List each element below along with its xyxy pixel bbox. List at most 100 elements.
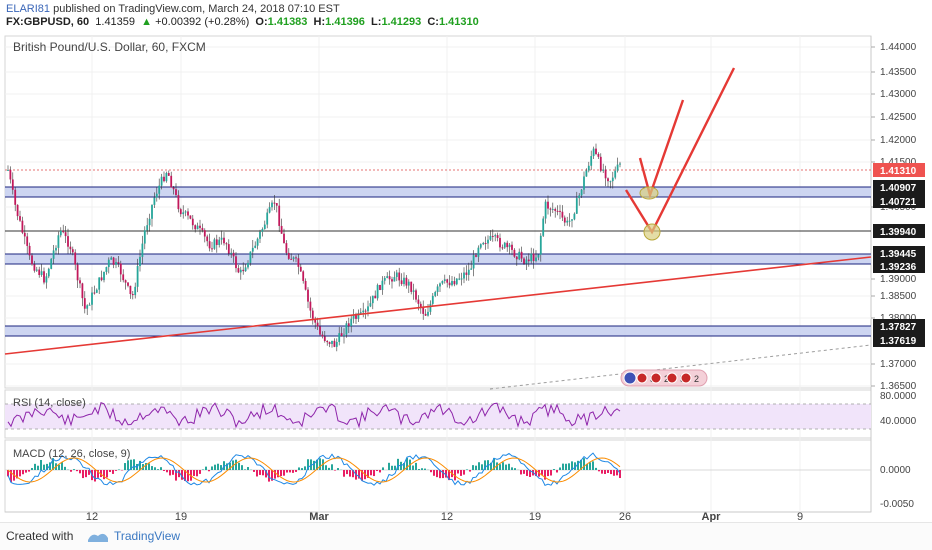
macd-histogram-bar	[493, 458, 495, 470]
candle-body	[189, 215, 192, 219]
macd-histogram-bar	[616, 470, 618, 476]
candle-body	[383, 277, 386, 281]
time-label: 9	[797, 511, 803, 522]
candle-body	[256, 238, 259, 246]
target-ellipse-1[interactable]	[639, 186, 659, 200]
candle-body	[131, 294, 134, 296]
candle-body	[619, 163, 621, 165]
candle-body	[571, 219, 573, 221]
macd-histogram-bar	[334, 470, 336, 471]
macd-scale: 0.0000 -0.0050	[880, 465, 914, 510]
candlestick-series[interactable]	[7, 143, 621, 352]
candle-body	[95, 289, 98, 293]
author-link[interactable]: ELARI81	[6, 3, 51, 15]
macd-histogram-bar	[280, 470, 282, 477]
trendline-rising[interactable]	[4, 256, 872, 355]
candle-body	[167, 173, 170, 176]
candle-body	[311, 310, 314, 319]
candle-body	[592, 148, 595, 157]
candle-body	[280, 225, 283, 234]
candle-body	[602, 169, 605, 171]
macd-histogram-bar	[430, 470, 432, 473]
macd-histogram-bar	[274, 470, 276, 479]
candle-body	[513, 249, 516, 257]
candle-body	[74, 252, 77, 265]
candle-body	[172, 187, 175, 190]
support-zone-1[interactable]	[5, 186, 871, 198]
candle-body	[556, 210, 559, 212]
candle-body	[434, 292, 437, 296]
macd-histogram-bar	[466, 469, 468, 470]
macd-histogram-bar	[193, 470, 195, 476]
candle-body	[549, 208, 552, 210]
macd-histogram-bar	[289, 470, 291, 473]
last-price-tag	[873, 163, 925, 177]
candle-body	[585, 170, 588, 177]
candle-body	[429, 303, 432, 312]
macd-histogram-bar	[415, 462, 417, 470]
macd-histogram-bar	[481, 464, 483, 470]
rsi-band	[5, 404, 871, 429]
macd-signal-line[interactable]	[7, 457, 621, 483]
candle-body	[33, 264, 36, 271]
economic-events[interactable]: 3252	[620, 369, 708, 387]
candle-body	[451, 281, 453, 286]
macd-histogram-bar	[439, 470, 441, 479]
candle-body	[247, 262, 249, 268]
candle-body	[419, 303, 422, 308]
rsi-line[interactable]	[7, 402, 621, 429]
candle-body	[393, 277, 396, 282]
candle-body	[410, 281, 413, 292]
macd-histogram-bar	[370, 470, 372, 476]
candle-body	[47, 268, 50, 277]
candle-body	[110, 257, 113, 260]
macd-histogram-bar	[100, 470, 102, 478]
macd-histogram-bar	[40, 459, 42, 470]
candle-body	[158, 185, 161, 194]
candle-body	[297, 258, 300, 267]
macd-histogram-bar	[160, 467, 162, 470]
macd-histogram-bar	[106, 470, 108, 478]
chart-area[interactable]: 3252 British Pound/U.S. Dollar, 60, FXCM…	[0, 30, 932, 522]
macd-histogram-bar	[577, 460, 579, 470]
candle-body	[191, 218, 194, 226]
macd-histogram-bar	[97, 470, 99, 478]
tradingview-brand-link[interactable]: TradingView	[114, 529, 181, 543]
macd-histogram-bar	[43, 464, 45, 470]
candle-body	[122, 274, 125, 281]
open-label: O:	[255, 16, 268, 28]
target-ellipse-2[interactable]	[643, 223, 661, 241]
candle-body	[527, 259, 530, 262]
macd-histogram-bar	[565, 463, 567, 470]
candle-body	[326, 341, 329, 343]
publish-text: published on TradingView.com, March 24, …	[50, 3, 340, 15]
macd-histogram-bar	[442, 470, 444, 479]
trendline-dotted[interactable]	[489, 344, 872, 390]
macd-histogram-bar	[319, 458, 321, 470]
macd-histogram-bar	[235, 459, 237, 470]
candle-body	[355, 315, 357, 319]
macd-histogram-bar	[145, 463, 147, 470]
macd-histogram-bar	[295, 470, 297, 472]
candle-body	[220, 237, 223, 240]
low-label: L:	[371, 16, 382, 28]
macd-histogram-bar	[85, 470, 87, 478]
candle-body	[230, 252, 233, 254]
candle-body	[511, 244, 513, 250]
candle-body	[40, 271, 43, 275]
macd-histogram-bar	[595, 467, 597, 470]
support-zone-2[interactable]	[5, 253, 871, 265]
macd-histogram-bar	[601, 470, 603, 474]
level-tag-label: 1.40907	[880, 183, 917, 194]
candle-body	[494, 235, 497, 237]
close-label: C:	[427, 16, 439, 28]
macd-histogram-bar	[457, 470, 459, 474]
candle-body	[458, 278, 461, 280]
candle-body	[235, 256, 237, 269]
macd-histogram-bar	[154, 467, 156, 470]
time-label: 12	[441, 511, 453, 522]
candle-body	[587, 165, 590, 171]
time-scale[interactable]: 12 19 Mar 12 19 26 Apr 9	[86, 511, 803, 522]
support-zone-3[interactable]	[5, 325, 871, 337]
macd-histogram-bar	[172, 470, 174, 475]
